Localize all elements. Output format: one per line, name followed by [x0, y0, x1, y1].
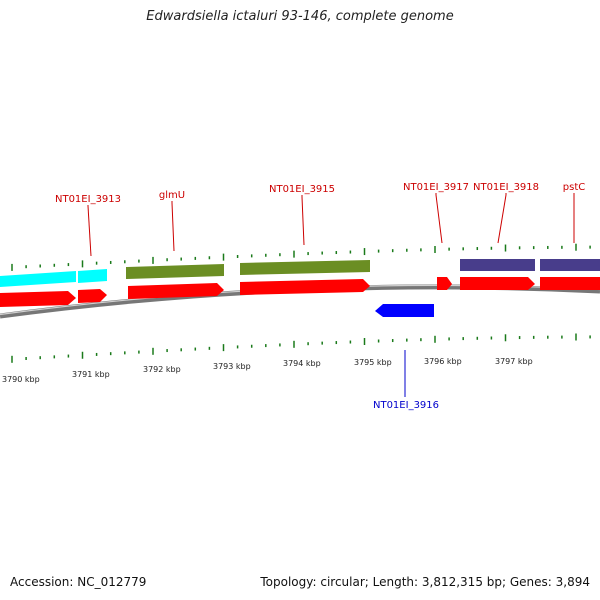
scale-label: 3790 kbp: [2, 375, 40, 384]
feature-label: glmU: [159, 190, 185, 201]
feature-label: NT01EI_3916: [373, 400, 439, 411]
leader-line: [497, 194, 507, 244]
gene-block-olive: [126, 264, 224, 279]
cds-arrow: [460, 277, 535, 290]
feature-label: NT01EI_3917: [403, 182, 469, 193]
genome-stats-text: Topology: circular; Length: 3,812,315 bp…: [260, 575, 590, 589]
scale-ticks-upper: [11, 243, 591, 271]
label-leader-lines: [87, 193, 575, 397]
scale-label: 3796 kbp: [424, 357, 462, 366]
leader-line: [435, 194, 443, 244]
gene-block-navy: [540, 259, 600, 271]
scale-label: 3797 kbp: [495, 357, 533, 366]
leader-line: [87, 205, 92, 257]
cds-arrow: [437, 277, 452, 290]
feature-labels: NT01EI_3913 glmU NT01EI_3915 NT01EI_3917…: [55, 182, 585, 411]
scale-label: 3794 kbp: [283, 359, 321, 368]
scale-label: 3793 kbp: [213, 362, 251, 371]
feature-label: NT01EI_3913: [55, 194, 121, 205]
scale-labels: 3790 kbp 3791 kbp 3792 kbp 3793 kbp 3794…: [2, 357, 533, 384]
scale-label: 3791 kbp: [72, 370, 110, 379]
feature-label: pstC: [563, 182, 585, 193]
cds-arrow: [78, 289, 107, 303]
cds-arrow: [128, 283, 224, 299]
gene-block-navy: [460, 259, 535, 271]
cds-arrow-reverse: [375, 304, 434, 317]
cds-arrow: [540, 277, 600, 290]
gene-block-olive: [240, 260, 370, 275]
scale-label: 3792 kbp: [143, 365, 181, 374]
scale-label: 3795 kbp: [354, 358, 392, 367]
accession-text: Accession: NC_012779: [10, 575, 147, 589]
gene-block-cyan: [78, 269, 107, 283]
gene-block-cyan: [0, 271, 76, 287]
page-title: Edwardsiella ictaluri 93-146, complete g…: [146, 9, 454, 24]
cds-arrow: [0, 291, 76, 307]
cds-track-forward: [0, 277, 600, 307]
feature-label: NT01EI_3918: [473, 182, 539, 193]
scale-ticks-lower: [11, 333, 591, 363]
gene-track-upper: [0, 259, 600, 287]
leader-line: [301, 196, 305, 246]
cds-arrow: [240, 279, 370, 295]
leader-line: [171, 202, 175, 252]
feature-label: NT01EI_3915: [269, 184, 335, 195]
